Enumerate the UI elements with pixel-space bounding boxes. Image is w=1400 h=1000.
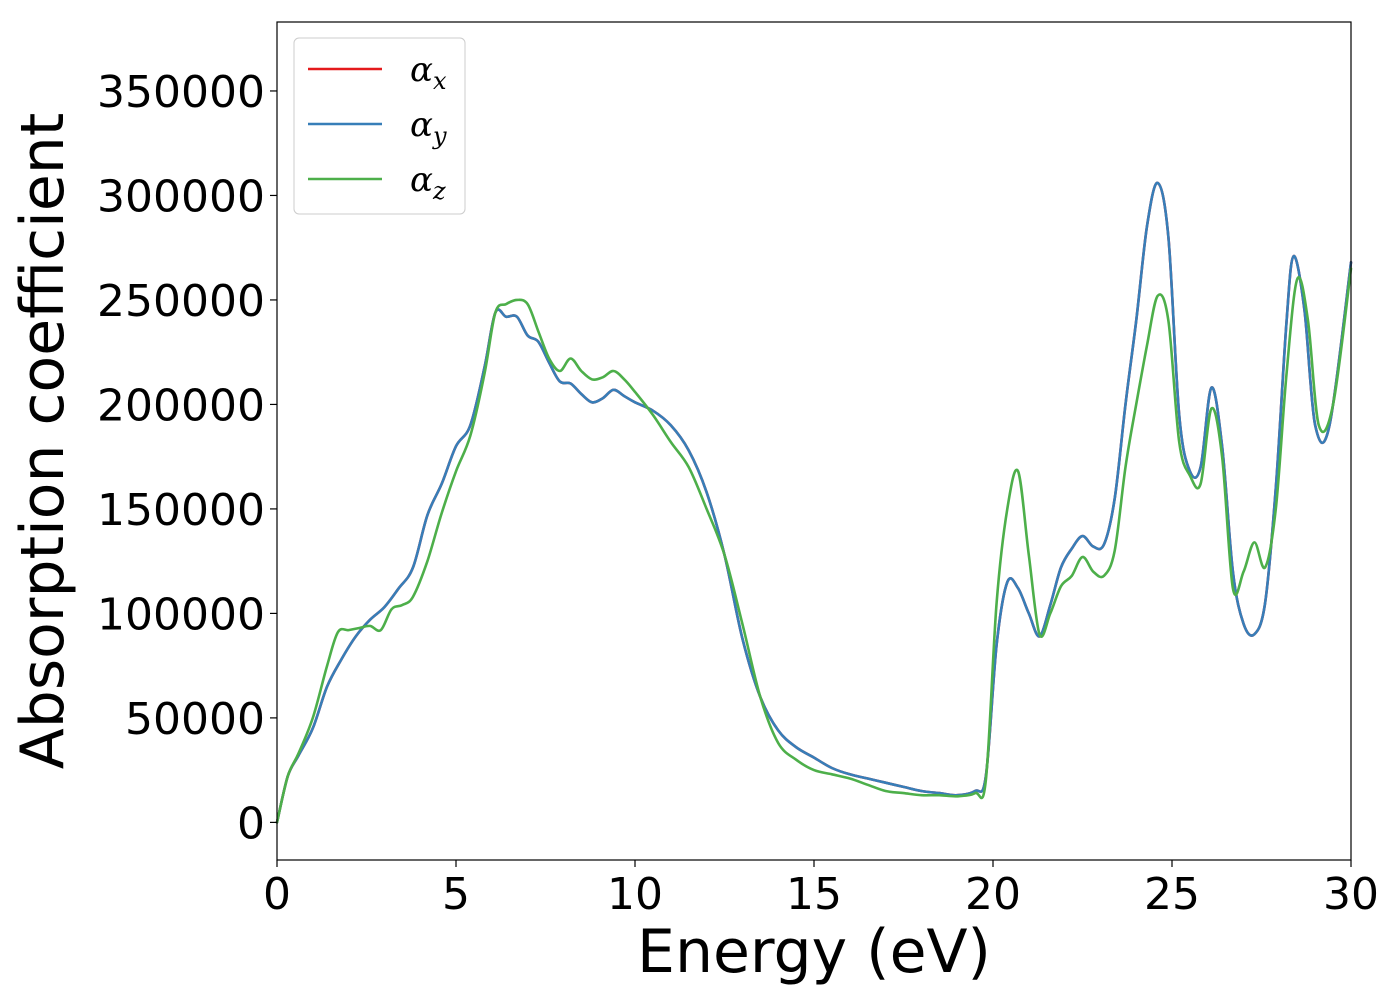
legend-label-x: αx: [410, 50, 447, 95]
y-tick-label: 250000: [97, 276, 265, 327]
legend-box: [293, 37, 466, 215]
y-tick-label: 150000: [97, 485, 265, 536]
legend-subscript: z: [432, 177, 446, 205]
y-tick-label: 100000: [97, 589, 265, 640]
legend-symbol: α: [410, 50, 433, 90]
legend-symbol: α: [410, 160, 433, 200]
y-tick-label: 0: [237, 798, 265, 849]
y-axis: 0 50000 100000 150000 200000 250000 300000 3500…: [97, 67, 277, 849]
x-tick-label: 0: [263, 869, 291, 920]
x-tick-label: 5: [442, 869, 470, 920]
y-tick-label: 200000: [97, 380, 265, 431]
x-tick-label: 15: [786, 869, 842, 920]
legend-label-y: αy: [410, 105, 447, 150]
series-line-y: [275, 181, 1353, 824]
series-line-z: [275, 267, 1353, 824]
x-tick-label: 10: [607, 869, 663, 920]
x-tick-label: 25: [1144, 869, 1200, 920]
x-axis-title: Energy (eV): [637, 917, 991, 987]
y-axis-title: Absorption coefficient: [8, 113, 78, 770]
y-tick-label: 350000: [97, 67, 265, 118]
legend-symbol: α: [410, 105, 433, 145]
y-tick-label: 50000: [125, 694, 265, 745]
legend-label-z: αz: [410, 160, 446, 205]
x-tick-label: 20: [965, 869, 1021, 920]
legend-subscript: y: [432, 122, 447, 150]
x-axis: 0 5 10 15 20 25 30: [263, 860, 1379, 920]
x-tick-label: 30: [1323, 869, 1379, 920]
series-layer: [275, 181, 1353, 824]
y-tick-label: 300000: [97, 171, 265, 222]
legend-subscript: x: [433, 67, 447, 95]
